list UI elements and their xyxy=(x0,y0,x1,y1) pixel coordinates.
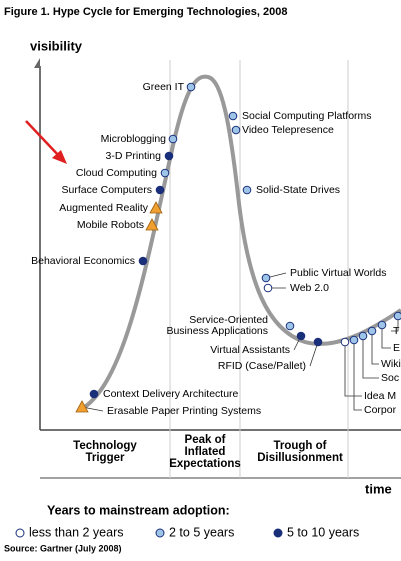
leader-line xyxy=(371,331,379,365)
tech-label: Wiki xyxy=(381,358,401,370)
y-axis-label: visibility xyxy=(30,38,83,53)
tech-marker xyxy=(242,185,252,195)
tech-label: Video Telepresence xyxy=(242,124,334,136)
tech-marker xyxy=(263,283,273,293)
legend-marker xyxy=(273,528,283,538)
tech-marker xyxy=(358,331,368,341)
tech-marker xyxy=(89,389,99,399)
tech-marker xyxy=(138,256,148,266)
tech-marker xyxy=(296,331,306,341)
tech-label: E xyxy=(393,342,400,354)
legend-marker xyxy=(15,528,25,538)
tech-label: Context Delivery Architecture xyxy=(103,388,239,400)
leader-line xyxy=(344,342,362,397)
axis-arrow xyxy=(34,58,40,68)
pointer-arrow xyxy=(25,120,61,158)
leader-line xyxy=(353,340,362,411)
tech-marker xyxy=(231,125,241,135)
tech-label: Green IT xyxy=(143,81,185,93)
phase-label: Trigger xyxy=(86,452,126,464)
tech-label: Web 2.0 xyxy=(290,282,329,294)
title: Figure 1. Hype Cycle for Emerging Techno… xyxy=(4,6,287,18)
tech-label: T xyxy=(393,325,400,337)
tech-marker xyxy=(377,320,387,330)
pointer-arrow-head xyxy=(52,150,67,164)
tech-label: Social Computing Platforms xyxy=(242,110,372,122)
phase-label: Inflated xyxy=(185,446,226,458)
leader-line xyxy=(362,336,379,379)
tech-marker xyxy=(340,337,350,347)
tech-label: Service-Oriented xyxy=(189,314,268,326)
leader-line xyxy=(391,316,399,332)
tech-label: Cloud Computing xyxy=(76,167,157,179)
tech-label: Erasable Paper Printing Systems xyxy=(107,405,261,417)
tech-marker xyxy=(164,151,174,161)
phase-label: Peak of xyxy=(185,434,226,446)
tech-label: Mobile Robots xyxy=(77,219,144,231)
tech-marker xyxy=(75,400,89,413)
tech-label: RFID (Case/Pallet) xyxy=(218,360,306,372)
leader-line xyxy=(381,325,391,349)
tech-marker xyxy=(393,311,401,321)
legend-marker xyxy=(155,528,165,538)
tech-label: Corpor xyxy=(364,404,397,416)
tech-marker xyxy=(228,111,238,121)
tech-label: Virtual Assistants xyxy=(210,344,290,356)
legend-label: 2 to 5 years xyxy=(169,525,234,539)
tech-label: Augmented Reality xyxy=(59,202,148,214)
tech-label: Public Virtual Worlds xyxy=(290,267,386,279)
tech-marker xyxy=(186,82,196,92)
tech-marker xyxy=(313,337,323,347)
tech-label: 3-D Printing xyxy=(106,150,162,162)
tech-marker xyxy=(155,185,165,195)
phase-label: Trough of xyxy=(273,440,326,452)
tech-label: Behavioral Economics xyxy=(31,255,135,267)
tech-label: Idea M xyxy=(364,390,396,402)
phase-label: Technology xyxy=(73,440,137,452)
phase-label: Disillusionment xyxy=(257,452,343,464)
legend-title: Years to mainstream adoption: xyxy=(47,503,230,517)
tech-label: Business Applications xyxy=(166,325,268,337)
phase-label: Expectations xyxy=(169,458,241,470)
tech-label: Solid-State Drives xyxy=(256,184,340,196)
tech-label: Surface Computers xyxy=(62,184,152,196)
legend-label: 5 to 10 years xyxy=(287,525,359,539)
tech-marker xyxy=(285,321,295,331)
tech-marker xyxy=(367,326,377,336)
tech-label: Soc xyxy=(381,372,399,384)
tech-marker xyxy=(168,134,178,144)
tech-marker xyxy=(349,335,359,345)
x-axis-label: time xyxy=(365,481,392,496)
tech-marker xyxy=(160,168,170,178)
tech-marker xyxy=(149,201,163,214)
tech-marker xyxy=(261,273,271,283)
source: Source: Gartner (July 2008) xyxy=(4,543,122,553)
hype-curve xyxy=(79,74,401,412)
tech-marker xyxy=(145,218,159,231)
tech-label: Microblogging xyxy=(101,133,167,145)
legend-label: less than 2 years xyxy=(29,525,124,539)
